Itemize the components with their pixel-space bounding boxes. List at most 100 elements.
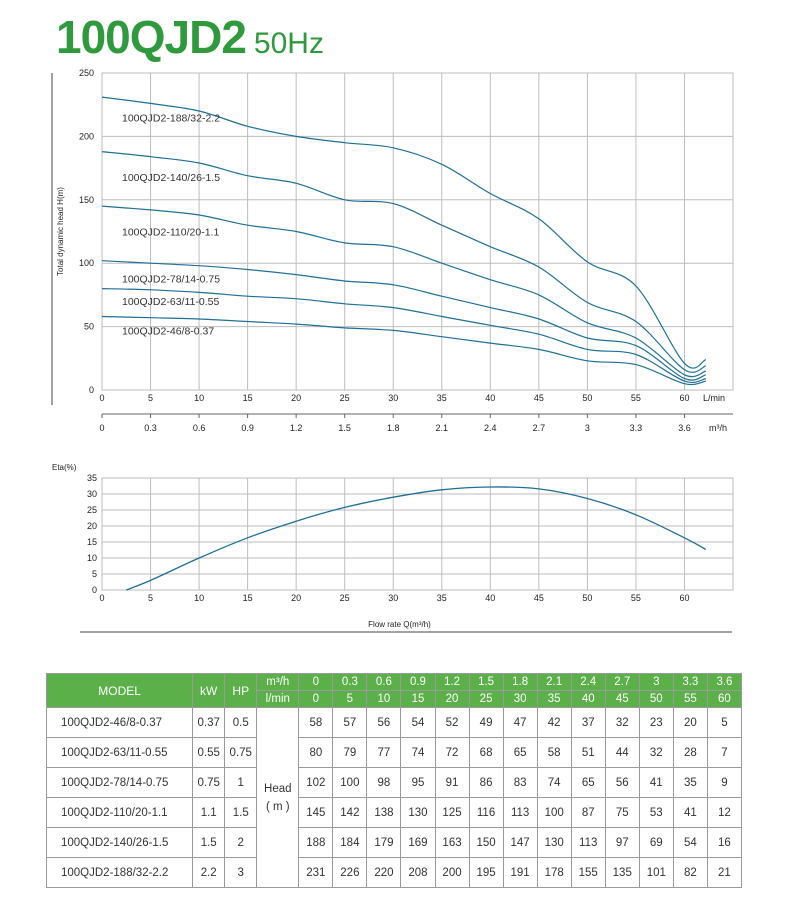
head-curve bbox=[101, 205, 707, 378]
flow-lmin-header: 60 bbox=[706, 690, 743, 708]
eta-x-tick-label: 20 bbox=[291, 593, 301, 603]
head-value-cell: 7 bbox=[706, 737, 743, 768]
hp-cell: 0.75 bbox=[224, 737, 258, 768]
head-value-cell: 69 bbox=[638, 827, 674, 858]
head-value-cell: 79 bbox=[332, 737, 368, 768]
head-value-cell: 47 bbox=[502, 707, 538, 738]
page-title: 100QJD2 50Hz bbox=[56, 10, 324, 64]
head-y-tick-label: 100 bbox=[79, 258, 94, 268]
head-x-tick-label: 0 bbox=[99, 393, 104, 403]
head-x2-tick-label: 2.1 bbox=[436, 423, 449, 433]
kw-cell: 1.5 bbox=[192, 827, 226, 858]
head-curve bbox=[101, 315, 706, 386]
table-row: 100QJD2-78/14-0.75 0.75 1 102 100 98 95 91 86 83 7… bbox=[45, 767, 743, 798]
model-column-header: MODEL bbox=[45, 673, 194, 708]
head-value-cell: 150 bbox=[468, 827, 504, 858]
head-value-cell: 16 bbox=[706, 827, 743, 858]
eta-x-tick-label: 40 bbox=[485, 593, 495, 603]
table-row: 100QJD2-46/8-0.37 0.37 0.5 Head( m ) 58 57 56 5… bbox=[45, 707, 743, 888]
head-x2-tick-label: 0.6 bbox=[193, 423, 206, 433]
head-value-cell: 57 bbox=[332, 707, 368, 738]
head-value-cell: 77 bbox=[366, 737, 402, 768]
head-value-cell: 54 bbox=[672, 827, 708, 858]
eta-plot-frame bbox=[101, 477, 734, 591]
head-x2-tick-label: 3.3 bbox=[630, 423, 643, 433]
head-value-cell: 23 bbox=[638, 707, 674, 738]
flow-lmin-header: 45 bbox=[604, 690, 640, 708]
head-value-cell: 21 bbox=[706, 857, 743, 888]
head-plot-frame bbox=[101, 72, 734, 391]
header-row-flow-m3h: MODEL kW HP m³/h 0 0.3 0.6 0.9 1.2 1.5 1.8 2.1 2.4 2.… bbox=[45, 673, 743, 708]
flow-m3h-header: 2.7 bbox=[604, 673, 640, 691]
head-value-cell: 56 bbox=[604, 767, 640, 798]
head-value-cell: 220 bbox=[366, 857, 402, 888]
model-cell: 100QJD2-140/26-1.5 bbox=[45, 827, 194, 858]
head-value-cell: 42 bbox=[536, 707, 572, 738]
head-value-cell: 97 bbox=[604, 827, 640, 858]
head-value-cell: 75 bbox=[604, 797, 640, 828]
head-value-cell: 9 bbox=[706, 767, 743, 798]
head-x-tick-label: 55 bbox=[631, 393, 641, 403]
head-value-cell: 58 bbox=[298, 707, 334, 738]
head-value-cell: 65 bbox=[502, 737, 538, 768]
head-curve-label: 100QJD2-188/32-2.2 bbox=[122, 112, 220, 124]
charts-canvas: 0 5 10 15 20 25 30 35 40 45 50 55 60050100150200250L… bbox=[51, 68, 734, 633]
flow-m3h-header: 3.3 bbox=[672, 673, 708, 691]
flow-m3h-header: 2.4 bbox=[570, 673, 606, 691]
head-value-cell: 44 bbox=[604, 737, 640, 768]
flow-lmin-header: 30 bbox=[502, 690, 538, 708]
head-x2-tick-label: 3.6 bbox=[678, 423, 691, 433]
flow-lmin-header: 35 bbox=[536, 690, 572, 708]
head-curve-label: 100QJD2-140/26-1.5 bbox=[122, 172, 220, 184]
head-value-cell: 20 bbox=[672, 707, 708, 738]
head-curve bbox=[101, 96, 707, 369]
kw-cell: 0.37 bbox=[192, 707, 226, 738]
head-value-cell: 169 bbox=[400, 827, 436, 858]
head-x-tick-label: 45 bbox=[534, 393, 544, 403]
eta-x-tick-label: 15 bbox=[243, 593, 253, 603]
head-value-cell: 53 bbox=[638, 797, 674, 828]
head-x2-tick-label: 1.8 bbox=[387, 423, 400, 433]
head-value-cell: 179 bbox=[366, 827, 402, 858]
head-value-cell: 116 bbox=[468, 797, 504, 828]
unit-lmin-header: l/min bbox=[256, 690, 300, 708]
head-value-cell: 113 bbox=[570, 827, 606, 858]
head-value-cell: 37 bbox=[570, 707, 606, 738]
head-value-cell: 52 bbox=[434, 707, 470, 738]
eta-y-tick-label: 20 bbox=[87, 521, 97, 531]
head-unit-label: ( m ) bbox=[265, 800, 290, 813]
hp-cell: 3 bbox=[224, 857, 258, 888]
head-value-cell: 83 bbox=[502, 767, 538, 798]
eta-y-tick-label: 35 bbox=[87, 473, 97, 483]
head-value-cell: 130 bbox=[536, 827, 572, 858]
head-value-cell: 74 bbox=[536, 767, 572, 798]
head-value-cell: 28 bbox=[672, 737, 708, 768]
hp-cell: 2 bbox=[224, 827, 258, 858]
head-value-cell: 125 bbox=[434, 797, 470, 828]
head-curve bbox=[101, 260, 706, 381]
flow-m3h-header: 1.2 bbox=[434, 673, 470, 691]
kw-cell: 1.1 bbox=[192, 797, 226, 828]
head-value-cell: 231 bbox=[298, 857, 334, 888]
head-value-cell: 54 bbox=[400, 707, 436, 738]
head-x-tick-label: 50 bbox=[582, 393, 592, 403]
eta-curve bbox=[126, 486, 707, 591]
head-x-tick-label: 15 bbox=[243, 393, 253, 403]
head-x2-tick-label: 1.5 bbox=[338, 423, 351, 433]
flow-m3h-header: 1.5 bbox=[468, 673, 504, 691]
table-row: 100QJD2-110/20-1.1 1.1 1.5 145 142 138 130 125 1… bbox=[45, 797, 743, 828]
head-y-tick-label: 0 bbox=[89, 385, 94, 395]
eta-x-tick-label: 60 bbox=[679, 593, 689, 603]
eta-y-tick-label: 0 bbox=[92, 585, 97, 595]
head-value-cell: 155 bbox=[570, 857, 606, 888]
flow-m3h-header: 0 bbox=[298, 673, 334, 691]
head-value-cell: 58 bbox=[536, 737, 572, 768]
eta-y-tick-label: 10 bbox=[87, 553, 97, 563]
head-label: Head bbox=[264, 782, 292, 795]
head-x2-tick-label: 1.2 bbox=[290, 423, 303, 433]
head-x2-tick-label: 2.4 bbox=[484, 423, 497, 433]
head-x-unit-label: L/min bbox=[703, 393, 725, 403]
head-value-cell: 87 bbox=[570, 797, 606, 828]
head-value-cell: 98 bbox=[366, 767, 402, 798]
head-value-cell: 32 bbox=[638, 737, 674, 768]
